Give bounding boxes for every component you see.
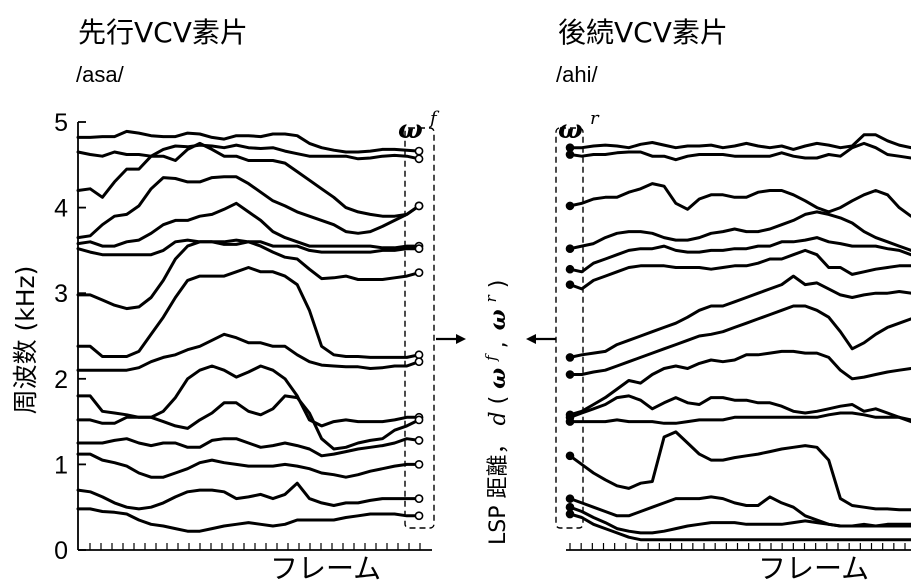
right-subtitle: /ahi/ — [556, 62, 598, 87]
lsp-distance-comma: , — [486, 341, 511, 348]
omega-f-point-6 — [414, 244, 424, 254]
series-line-4 — [76, 175, 421, 240]
series-line-11 — [568, 411, 911, 425]
arrow-right-to-left — [526, 334, 556, 344]
omega-r-point-6 — [565, 280, 575, 289]
series-line-2 — [76, 143, 421, 161]
omega-r-symbol: ω — [558, 115, 583, 145]
omega-r-point-11 — [565, 417, 575, 426]
series-line-3 — [76, 141, 421, 218]
y-tick-label-0: 0 — [54, 537, 68, 565]
right-axes — [566, 543, 911, 551]
omega-f-point-13 — [414, 459, 424, 469]
omega-f-point-1 — [414, 146, 424, 156]
series-line-7 — [76, 240, 421, 311]
lsp-distance-s1: f — [482, 353, 500, 362]
lsp-distance-close: ) — [486, 280, 511, 289]
right-x-axis-label: フレーム — [758, 552, 869, 583]
y-tick-label-2: 2 — [54, 366, 68, 394]
series-line-8 — [568, 304, 911, 376]
omega-r-point-2 — [565, 150, 575, 159]
y-axis-label: 周波数 (kHz) — [11, 266, 40, 415]
left-y-ticks: 0 1 2 3 4 5 — [54, 109, 86, 565]
omega-f-point-15 — [414, 511, 424, 521]
omega-f-point-7 — [414, 268, 424, 278]
series-line-4 — [568, 210, 911, 252]
lsp-distance-prefix: LSP 距離， — [486, 433, 511, 545]
omega-r-point-12 — [565, 451, 575, 461]
left-axes: 0 1 2 3 4 5 — [54, 109, 432, 565]
y-tick-label-1: 1 — [54, 451, 68, 479]
left-x-axis-label: フレーム — [270, 552, 381, 583]
omega-f-point-11 — [414, 415, 424, 425]
omega-r-point-15 — [565, 509, 575, 519]
omega-f-point-4 — [414, 201, 424, 211]
omega-f-symbol: ω — [398, 115, 423, 145]
series-line-5 — [568, 236, 911, 274]
omega-r-label: ω r — [558, 108, 600, 145]
right-title: 後続VCV素片 — [558, 16, 728, 49]
series-line-6 — [568, 248, 911, 291]
arrow-left-to-right — [436, 334, 466, 344]
right-series-group — [565, 133, 911, 542]
omega-r-point-3 — [565, 201, 575, 211]
left-series-group — [76, 129, 424, 533]
series-line-13 — [76, 452, 421, 479]
series-line-1 — [76, 129, 421, 154]
omega-r-point-13 — [565, 494, 575, 503]
omega-f-point-12 — [414, 436, 424, 445]
omega-r-point-5 — [565, 264, 575, 274]
series-line-9 — [76, 332, 421, 372]
series-line-12 — [568, 430, 911, 512]
arrow-right-head — [456, 334, 466, 344]
left-x-ticks — [89, 543, 421, 550]
left-title: 先行VCV素片 — [78, 16, 248, 49]
omega-r-dashed-box — [555, 127, 584, 529]
lsp-distance-s2: r — [482, 294, 500, 302]
omega-r-superscript: r — [590, 108, 600, 129]
y-tick-label-3: 3 — [54, 280, 68, 308]
series-line-9 — [568, 349, 911, 417]
series-line-8 — [76, 266, 421, 359]
omega-r-point-4 — [565, 244, 575, 253]
right-x-ticks — [569, 543, 906, 550]
y-tick-label-4: 4 — [54, 195, 68, 223]
omega-r-point-7 — [565, 353, 575, 362]
omega-f-point-14 — [414, 494, 424, 504]
series-line-15 — [76, 507, 421, 533]
omega-f-superscript: f — [428, 108, 440, 129]
omega-r-point-8 — [565, 370, 575, 379]
series-line-3 — [568, 182, 911, 218]
series-line-7 — [568, 274, 911, 359]
series-line-15 — [568, 512, 911, 542]
omega-f-dashed-box — [404, 127, 435, 529]
series-line-1 — [568, 133, 911, 151]
left-subtitle: /asa/ — [76, 62, 125, 87]
omega-f-point-2 — [414, 154, 424, 164]
series-line-10 — [568, 394, 911, 424]
y-tick-label-5: 5 — [54, 109, 68, 137]
lsp-distance-func: d — [486, 411, 511, 425]
series-line-14 — [568, 505, 911, 535]
lsp-distance-open: ( — [486, 396, 511, 405]
series-line-2 — [568, 141, 911, 162]
omega-f-point-9 — [414, 357, 424, 367]
series-line-11 — [76, 394, 421, 451]
arrow-left-head — [526, 334, 536, 344]
series-line-14 — [76, 481, 421, 511]
series-line-13 — [568, 495, 911, 528]
lsp-distance-v2: ω — [485, 309, 511, 330]
lsp-distance-v1: ω — [485, 368, 511, 389]
lsp-distance-label: LSP 距離， d ( ω f , ω r ) — [477, 280, 511, 545]
series-line-5 — [76, 201, 421, 250]
series-line-12 — [76, 437, 421, 458]
